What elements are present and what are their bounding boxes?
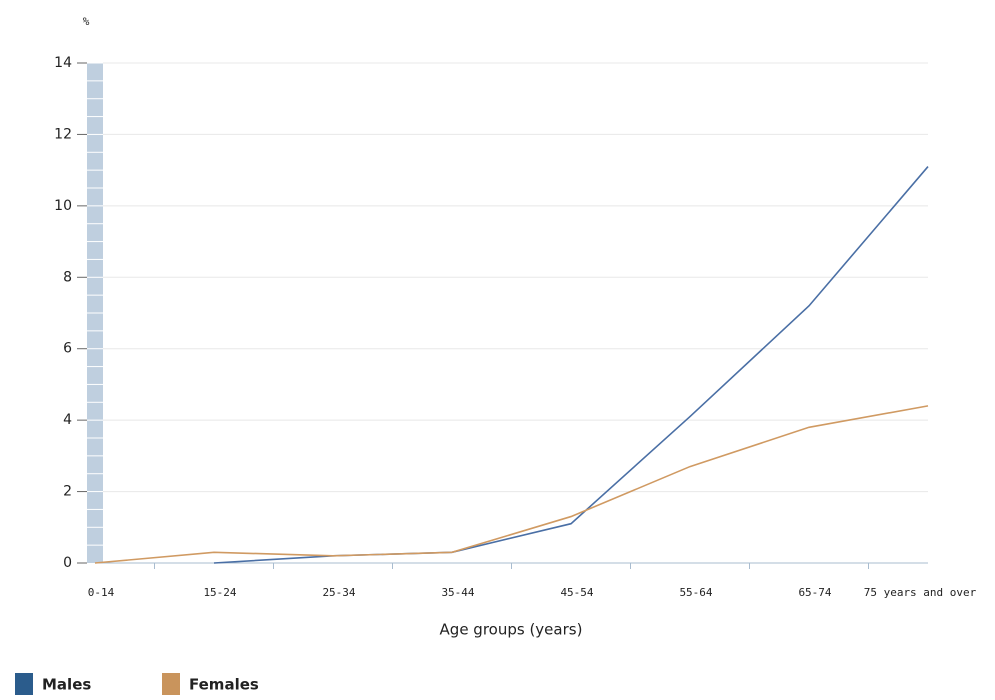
x-tick-label: 15-24 [203,586,236,599]
x-tick-label: 25-34 [322,586,355,599]
y-tick-label: 6 [63,341,72,357]
x-tick-label: 0-14 [88,586,115,599]
x-tick-label: 55-64 [679,586,712,599]
y-tick-label: 14 [54,55,72,71]
x-tick-label: 75 years and over [864,586,977,599]
x-tick-label: 45-54 [560,586,593,599]
series-line [94,405,929,564]
x-tick-label: 35-44 [441,586,474,599]
y-axis-label: % [83,15,90,28]
y-tick-label: 12 [54,126,72,142]
legend-swatch [162,673,180,695]
x-axis-title: Age groups (years) [440,621,583,639]
x-tick-label: 65-74 [798,586,831,599]
y-tick-label: 10 [54,198,72,214]
y-tick-label: 4 [63,412,72,428]
y-tick-label: 8 [63,269,72,285]
y-tick-label: 2 [63,484,72,500]
legend-swatch [15,673,33,695]
series-line [213,166,929,564]
legend-label: Males [42,676,91,694]
y-tick-label: 0 [63,555,72,571]
legend-label: Females [189,676,259,694]
